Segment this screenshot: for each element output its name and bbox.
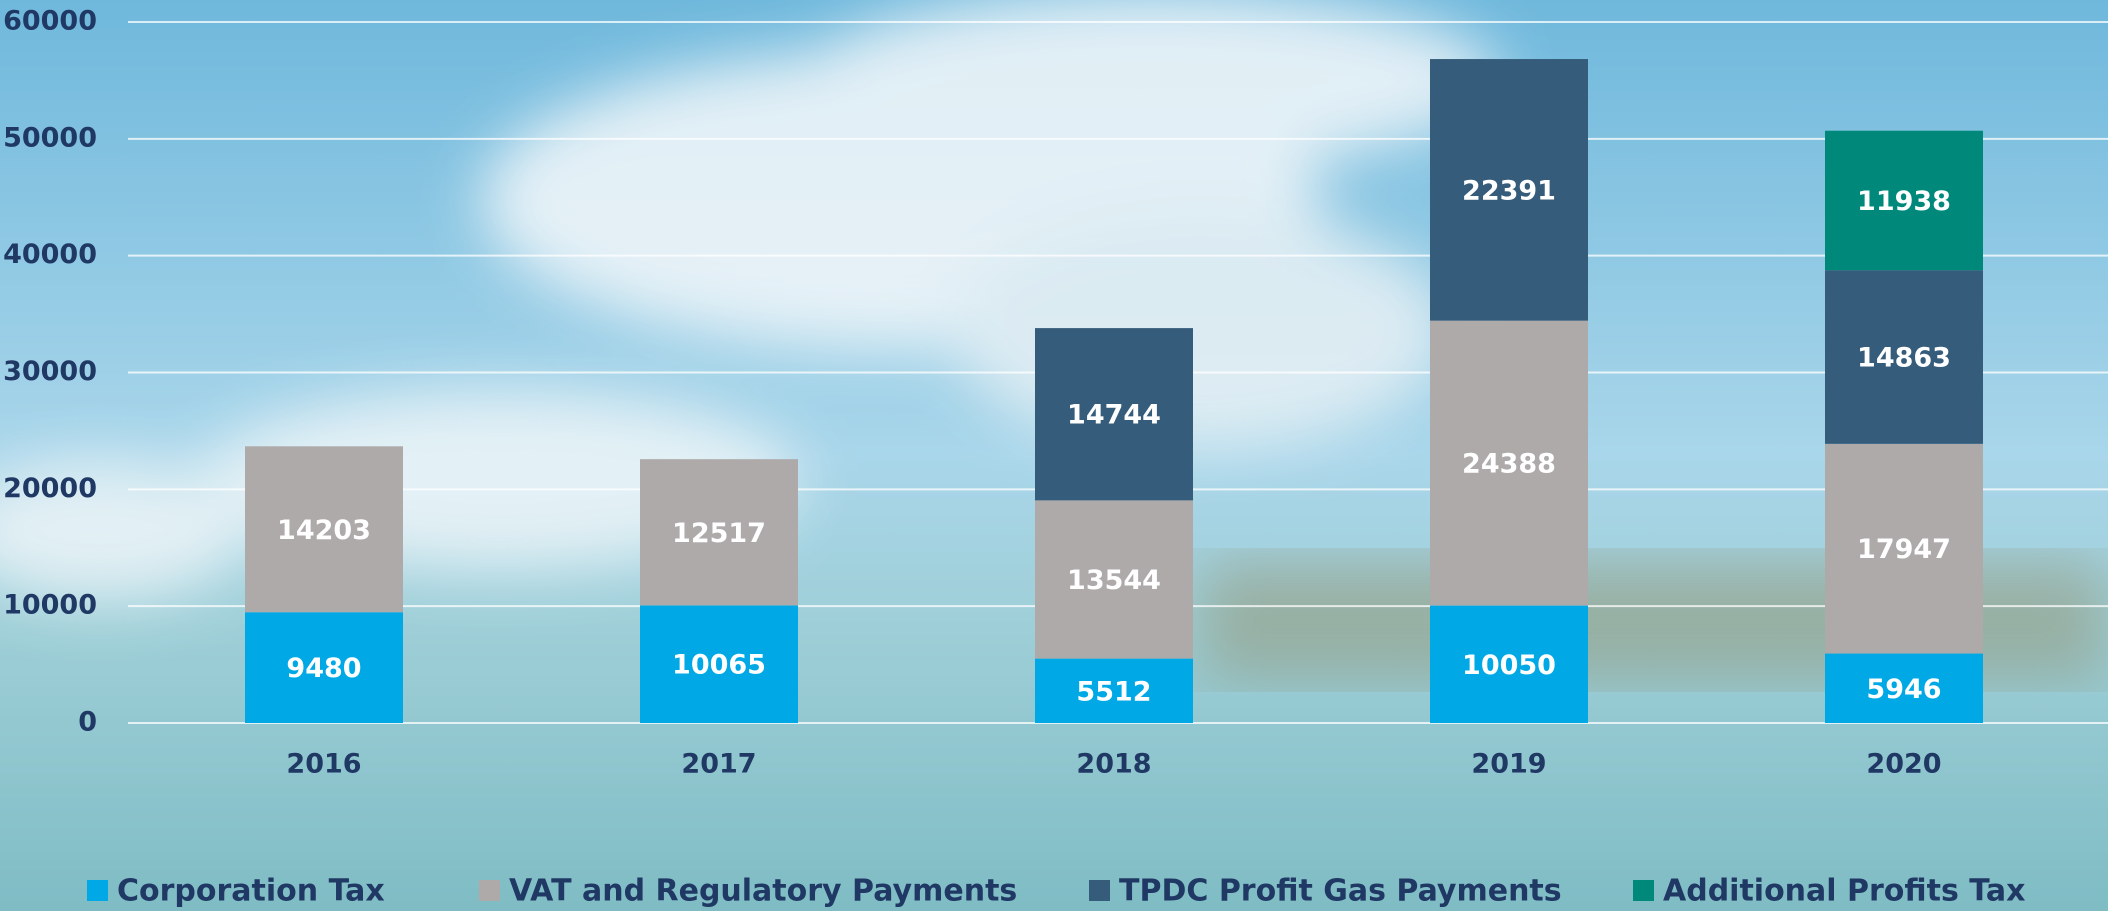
bar-segment	[1035, 658, 1193, 723]
x-tick-label: 2018	[1076, 749, 1151, 780]
data-label: 14863	[1857, 343, 1951, 374]
bar-segment	[245, 612, 403, 723]
bar-segment	[1825, 443, 1983, 654]
bar-segment	[1825, 130, 1983, 271]
bar-segment	[1430, 605, 1588, 723]
data-label: 14744	[1067, 400, 1161, 431]
data-label: 13544	[1067, 565, 1161, 596]
y-tick-label: 10000	[3, 590, 97, 621]
bar-segment	[245, 446, 403, 613]
bar-segment	[1430, 320, 1588, 606]
legend-label: Corporation Tax	[117, 874, 385, 909]
data-label: 5946	[1866, 674, 1941, 705]
legend-label: VAT and Regulatory Payments	[509, 874, 1017, 909]
clouds	[0, 0, 1500, 600]
y-tick-label: 50000	[3, 122, 97, 153]
data-label: 10065	[672, 650, 766, 681]
x-tick-label: 2016	[286, 749, 361, 780]
y-tick-label: 0	[78, 707, 97, 738]
x-tick-label: 2020	[1866, 749, 1941, 780]
data-label: 12517	[672, 518, 766, 549]
data-label: 9480	[286, 653, 361, 684]
bar-segment	[1035, 328, 1193, 501]
y-tick-label: 30000	[3, 356, 97, 387]
bar-segment	[1825, 653, 1983, 723]
data-label: 14203	[277, 515, 371, 546]
legend-label: Additional Profits Tax	[1663, 874, 2025, 909]
bar-segment	[1825, 270, 1983, 444]
bar-segment	[1430, 59, 1588, 321]
data-label: 17947	[1857, 534, 1951, 565]
legend-label: TPDC Profit Gas Payments	[1119, 874, 1562, 909]
legend-marker	[1633, 880, 1654, 901]
data-label: 11938	[1857, 186, 1951, 217]
y-tick-label: 60000	[3, 6, 97, 37]
bar-segment	[640, 459, 798, 606]
x-tick-label: 2017	[681, 749, 756, 780]
legend-marker	[1089, 880, 1110, 901]
x-tick-label: 2019	[1471, 749, 1546, 780]
data-label: 22391	[1462, 175, 1556, 206]
data-label: 5512	[1076, 676, 1151, 707]
y-tick-label: 20000	[3, 473, 97, 504]
legend-marker	[87, 880, 108, 901]
data-label: 10050	[1462, 650, 1556, 681]
y-tick-label: 40000	[3, 239, 97, 270]
bar-segment	[640, 605, 798, 723]
bar-segment	[1035, 500, 1193, 659]
legend-marker	[479, 880, 500, 901]
data-label: 24388	[1462, 449, 1556, 480]
